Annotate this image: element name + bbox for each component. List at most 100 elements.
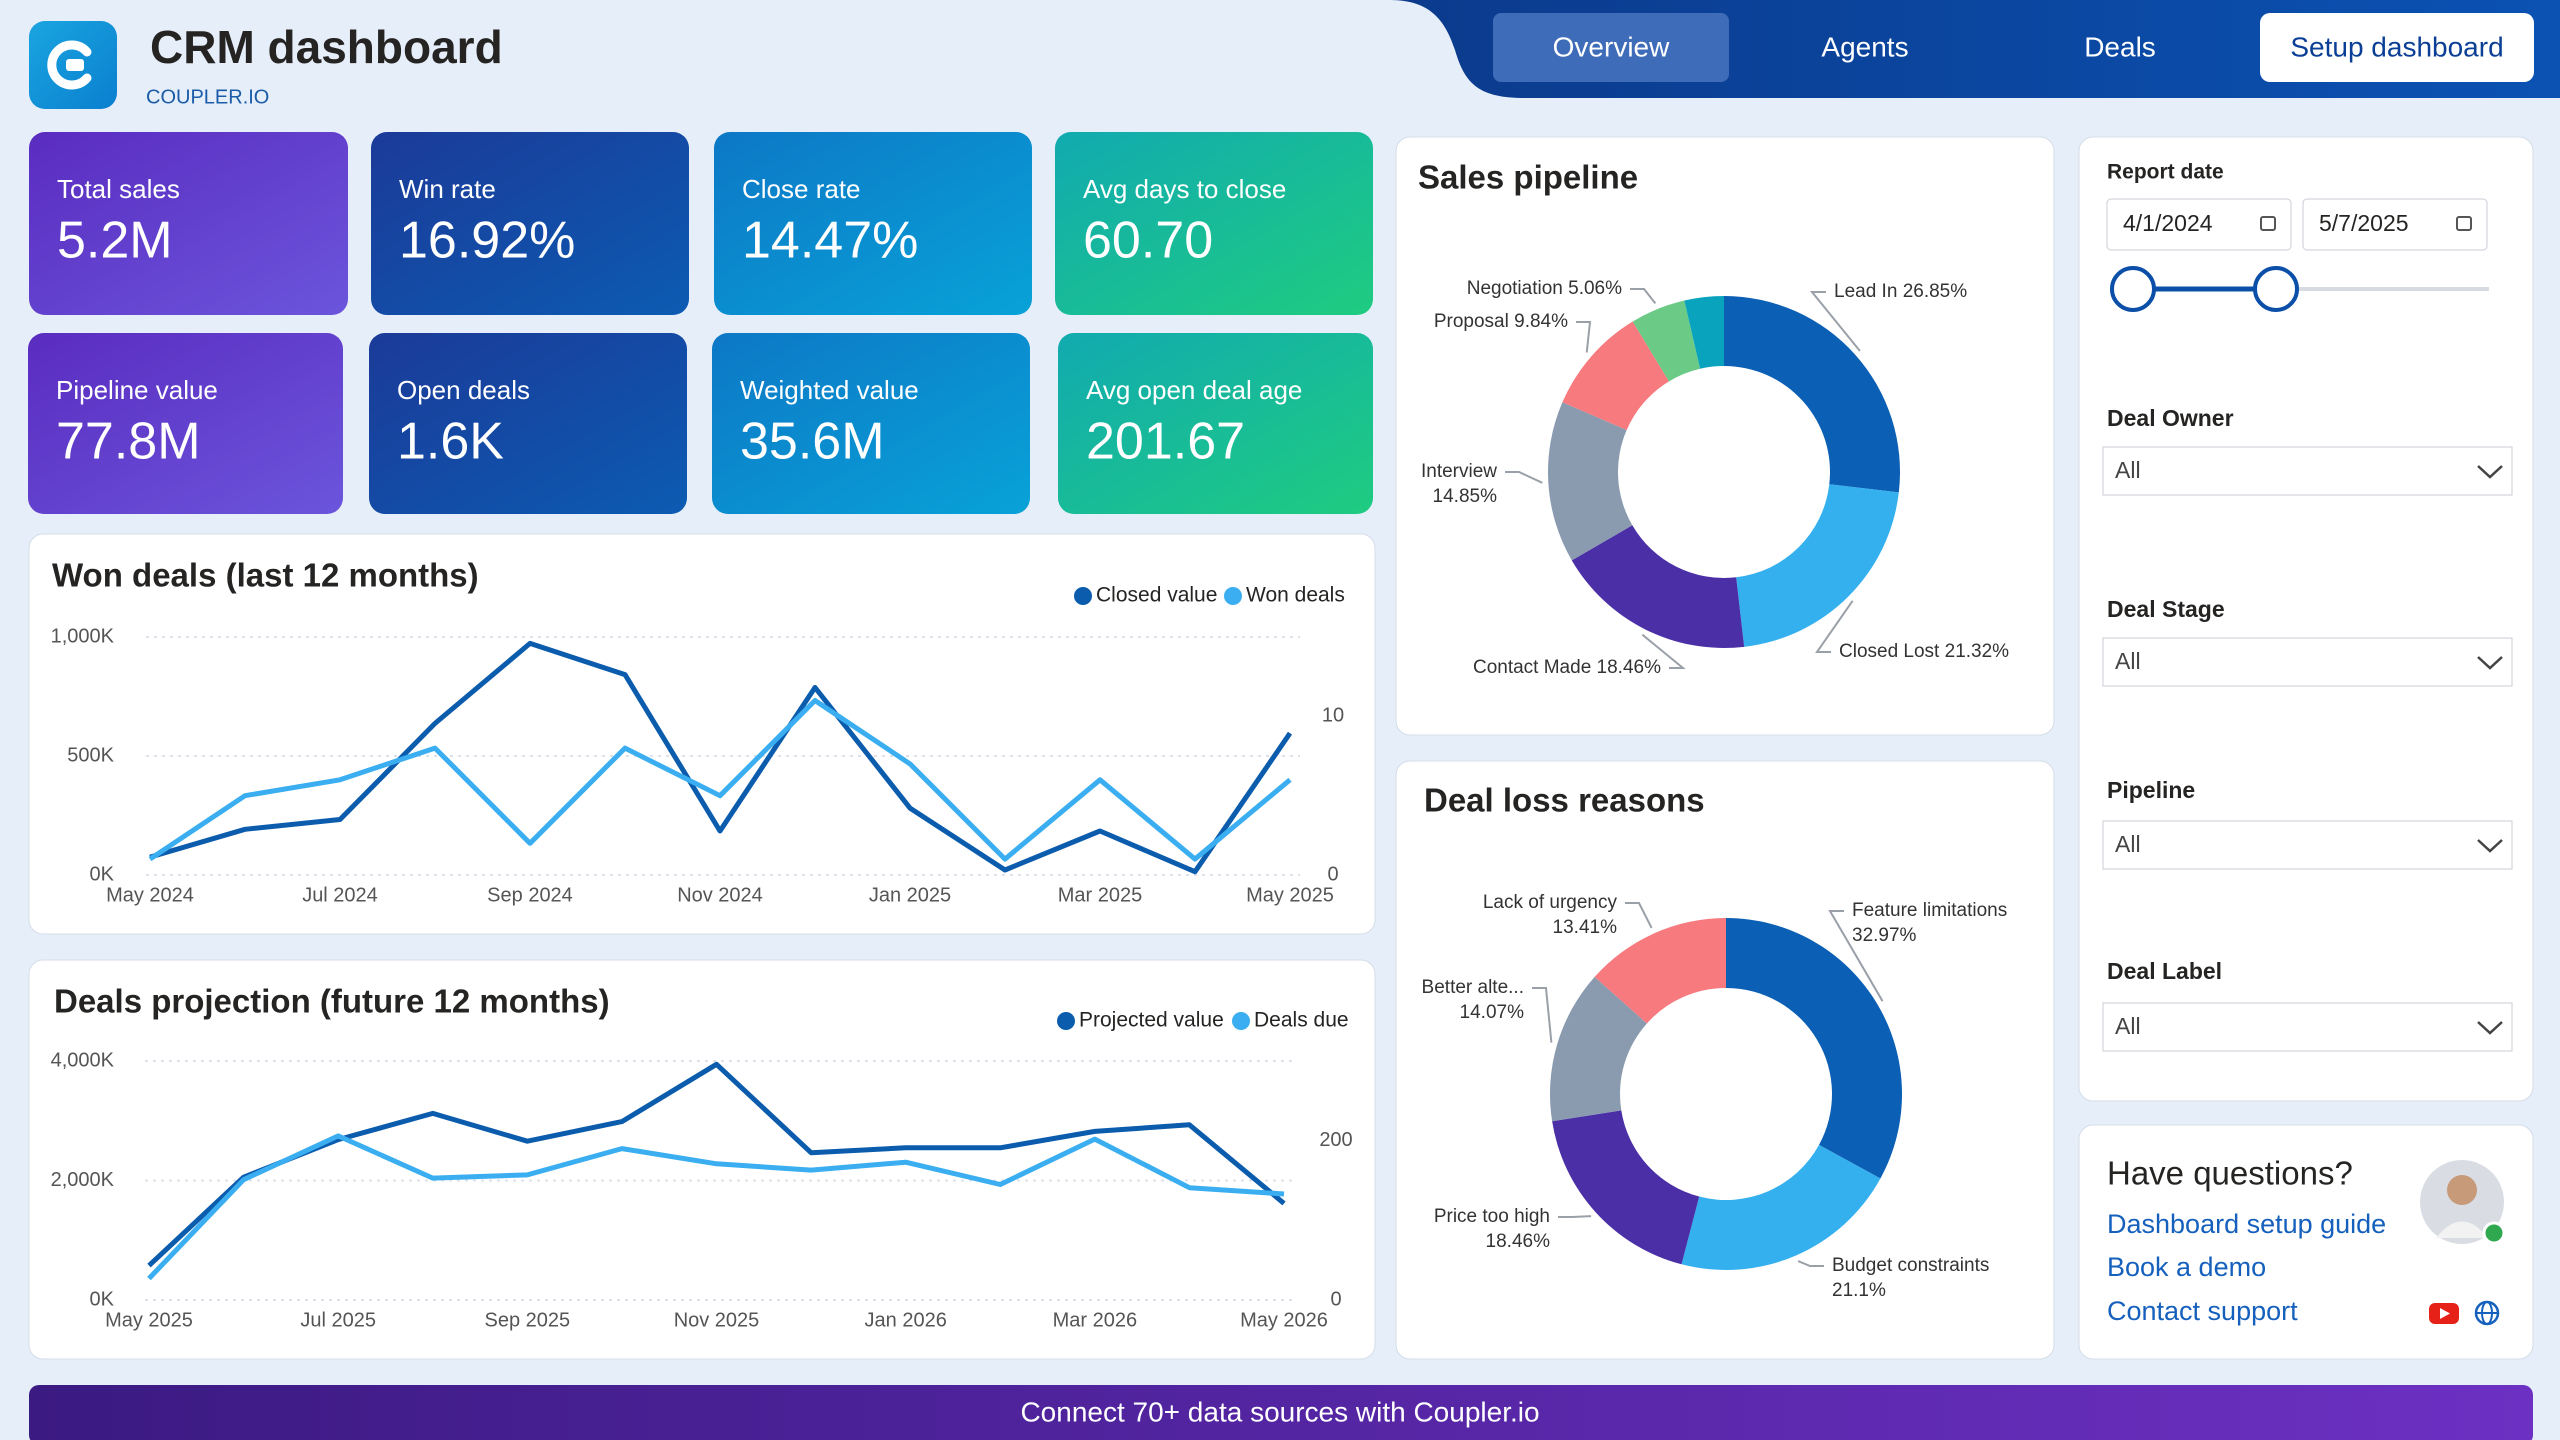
kpi-value: 5.2M bbox=[57, 212, 173, 270]
dropdown-value[interactable]: All bbox=[2115, 1013, 2141, 1039]
x-tick-label: Mar 2026 bbox=[1053, 1309, 1138, 1331]
x-tick-label: Jul 2025 bbox=[300, 1309, 376, 1331]
slice-value: 32.97% bbox=[1852, 925, 1917, 946]
leader-line bbox=[1630, 288, 1657, 305]
footer-text[interactable]: Connect 70+ data sources with Coupler.io bbox=[1020, 1396, 1539, 1427]
app-title: CRM dashboard bbox=[150, 21, 503, 73]
dropdown-value[interactable]: All bbox=[2115, 648, 2141, 674]
slice-value: 18.46% bbox=[1597, 657, 1662, 678]
filter-label: Pipeline bbox=[2107, 777, 2195, 803]
panel bbox=[1395, 136, 2055, 736]
setup-button-label[interactable]: Setup dashboard bbox=[2290, 31, 2503, 62]
kpi-label: Win rate bbox=[399, 174, 496, 204]
donut-slice bbox=[1571, 525, 1745, 648]
legend-label: Closed value bbox=[1096, 584, 1217, 607]
slice-category: Closed Lost bbox=[1839, 641, 1940, 662]
kpi-label: Weighted value bbox=[740, 375, 919, 405]
calendar-icon bbox=[2456, 216, 2472, 231]
leader-line bbox=[1809, 291, 1861, 352]
donut-slice bbox=[1552, 1110, 1700, 1265]
dropdown[interactable] bbox=[2102, 1002, 2513, 1052]
nav-tab[interactable]: Agents bbox=[1821, 31, 1908, 62]
x-tick-label: May 2025 bbox=[1246, 884, 1334, 906]
chevron bbox=[2477, 656, 2503, 670]
date-input[interactable] bbox=[2106, 198, 2292, 251]
filter-label: Deal Stage bbox=[2107, 596, 2225, 622]
series-line bbox=[149, 640, 1293, 875]
leader-line bbox=[1558, 1215, 1592, 1218]
avatar-body bbox=[2436, 1221, 2488, 1238]
slice-category: Lead In bbox=[1834, 281, 1897, 302]
series-line bbox=[147, 1061, 1286, 1268]
chart-title: Won deals (last 12 months) bbox=[52, 557, 479, 594]
series-line bbox=[148, 698, 1292, 862]
help-link[interactable]: Contact support bbox=[2107, 1296, 2298, 1326]
legend-label: Deals due bbox=[1254, 1009, 1349, 1032]
setup-button[interactable] bbox=[2260, 13, 2534, 82]
x-tick-label: Nov 2025 bbox=[674, 1309, 760, 1331]
y2-tick-label: 0 bbox=[1330, 1288, 1341, 1310]
slice-value: 26.85% bbox=[1903, 281, 1968, 302]
slice-value: 21.1% bbox=[1832, 1280, 1886, 1301]
dropdown[interactable] bbox=[2102, 820, 2513, 870]
slice-label: Price too high bbox=[1434, 1206, 1550, 1227]
kpi-card bbox=[1055, 132, 1373, 315]
kpi-label: Open deals bbox=[397, 375, 530, 405]
footer-banner[interactable] bbox=[29, 1385, 2533, 1440]
nav-tab[interactable]: Overview bbox=[1553, 31, 1670, 62]
x-tick-label: Sep 2024 bbox=[487, 884, 573, 906]
slice-label: Better alte... bbox=[1422, 977, 1524, 998]
legend-label: Won deals bbox=[1246, 584, 1345, 607]
calendar-icon bbox=[2260, 216, 2276, 231]
donut-slice bbox=[1548, 402, 1633, 561]
slice-label: Lead In 26.85% bbox=[1834, 281, 1967, 302]
kpi-label: Total sales bbox=[57, 174, 180, 204]
kpi-value: 201.67 bbox=[1086, 413, 1245, 471]
kpi-card bbox=[371, 132, 689, 315]
slice-label: Budget constraints bbox=[1832, 1255, 1989, 1276]
help-title: Have questions? bbox=[2107, 1155, 2353, 1192]
legend-marker bbox=[1224, 587, 1242, 605]
kpi-card bbox=[369, 333, 687, 514]
kpi-label: Close rate bbox=[742, 174, 861, 204]
slider-handle[interactable] bbox=[2253, 266, 2299, 312]
leader-line bbox=[1828, 910, 1884, 1002]
nav-tab-active[interactable] bbox=[1493, 13, 1729, 82]
kpi-value: 1.6K bbox=[397, 413, 504, 471]
date-value[interactable]: 5/7/2025 bbox=[2319, 210, 2409, 236]
slider-handle[interactable] bbox=[2110, 266, 2156, 312]
x-tick-label: Nov 2024 bbox=[677, 884, 763, 906]
chart-title: Deals projection (future 12 months) bbox=[54, 983, 610, 1020]
dropdown[interactable] bbox=[2102, 446, 2513, 496]
brand: COUPLER.IO bbox=[146, 86, 269, 108]
kpi-value: 16.92% bbox=[399, 212, 575, 270]
logo-mark bbox=[47, 40, 92, 90]
help-link[interactable]: Dashboard setup guide bbox=[2107, 1209, 2386, 1239]
y-tick-label: 2,000K bbox=[51, 1169, 115, 1191]
filter-label: Deal Owner bbox=[2107, 405, 2234, 431]
leader-line bbox=[1576, 321, 1592, 353]
x-tick-label: May 2026 bbox=[1240, 1309, 1328, 1331]
slice-label: Feature limitations bbox=[1852, 900, 2007, 921]
dropdown[interactable] bbox=[2102, 637, 2513, 687]
leader-line bbox=[1815, 600, 1854, 653]
date-value[interactable]: 4/1/2024 bbox=[2123, 210, 2213, 236]
slice-category: Contact Made bbox=[1473, 657, 1591, 678]
kpi-card bbox=[28, 333, 343, 514]
x-tick-label: May 2024 bbox=[106, 884, 194, 906]
kpi-label: Avg days to close bbox=[1083, 174, 1286, 204]
nav-tab[interactable]: Deals bbox=[2084, 31, 2156, 62]
date-input[interactable] bbox=[2302, 198, 2488, 251]
dropdown-value[interactable]: All bbox=[2115, 831, 2141, 857]
y-tick-label: 0K bbox=[90, 863, 115, 885]
donut-slice bbox=[1681, 1144, 1881, 1271]
slice-value: 13.41% bbox=[1553, 917, 1618, 938]
legend-marker bbox=[1074, 587, 1092, 605]
dropdown-value[interactable]: All bbox=[2115, 457, 2141, 483]
filter-label: Deal Label bbox=[2107, 958, 2222, 984]
leader-line bbox=[1797, 1260, 1824, 1267]
help-link[interactable]: Book a demo bbox=[2107, 1252, 2266, 1282]
kpi-value: 14.47% bbox=[742, 212, 918, 270]
slice-value: 14.07% bbox=[1460, 1002, 1525, 1023]
